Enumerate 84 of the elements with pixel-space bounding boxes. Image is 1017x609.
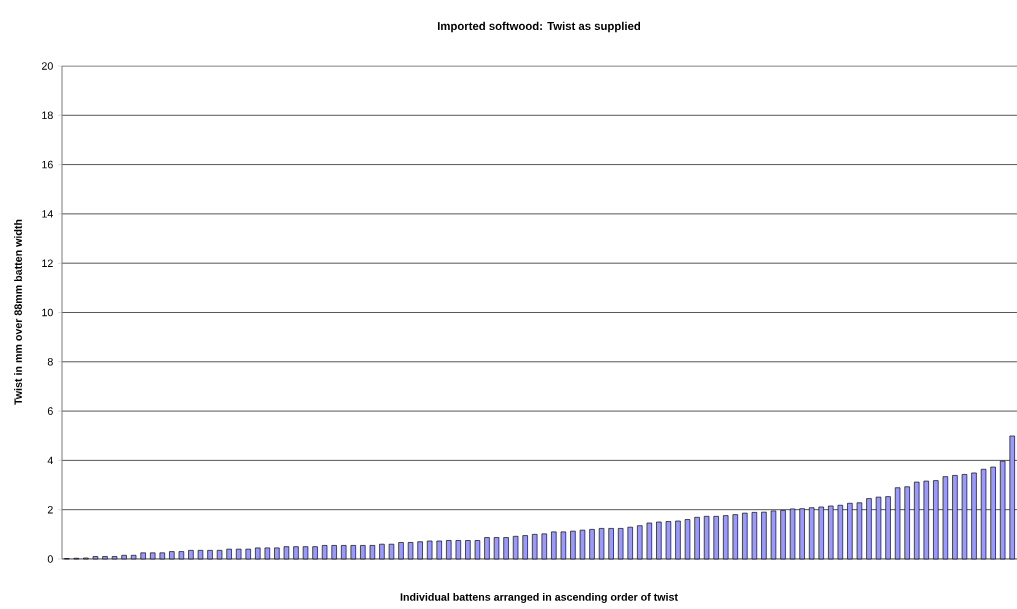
bar (503, 537, 509, 560)
bar (522, 535, 528, 560)
bar (226, 548, 232, 560)
bar (589, 529, 595, 560)
bar (197, 550, 204, 560)
bar (169, 551, 175, 560)
bar (360, 545, 366, 560)
bar (235, 548, 242, 560)
chart-title: Imported softwood: Twist as supplied (437, 21, 641, 33)
bar (379, 543, 385, 560)
bar (255, 547, 261, 560)
bar (732, 514, 738, 560)
bar (665, 521, 672, 560)
bar (493, 537, 500, 560)
y-axis-title: Twist in mm over 88mm batten width (14, 219, 22, 405)
bar (465, 540, 471, 560)
y-tick-label: 12 (42, 259, 53, 267)
bar (417, 541, 423, 560)
bar (694, 516, 700, 560)
y-tick-label: 14 (42, 210, 53, 218)
bar (703, 516, 710, 560)
bar (646, 522, 653, 560)
bar (426, 540, 433, 560)
bar (102, 556, 108, 560)
bar (675, 520, 681, 560)
bar (579, 529, 586, 560)
bar (283, 546, 290, 560)
x-axis-title: Individual battens arranged in ascending order of twist (400, 592, 678, 603)
bar (302, 546, 309, 560)
bar (560, 531, 567, 560)
bar (159, 552, 166, 560)
bar (532, 534, 538, 560)
y-tick-label: 16 (42, 160, 53, 169)
bar (398, 542, 404, 560)
bar (551, 531, 557, 560)
bar (150, 552, 156, 560)
bar (598, 528, 605, 560)
bar (455, 540, 462, 560)
y-tick-label: 10 (42, 308, 53, 317)
bar (341, 545, 347, 560)
bar (130, 554, 137, 560)
y-tick-label: 18 (42, 111, 53, 120)
y-tick-label: 8 (47, 358, 53, 366)
bar (331, 545, 337, 560)
bar (274, 547, 280, 560)
y-tick-label: 0 (47, 555, 53, 563)
bar (188, 550, 194, 560)
bar (312, 546, 318, 560)
bar (512, 535, 519, 560)
bar (446, 540, 452, 560)
bar (178, 551, 185, 560)
bar (121, 554, 127, 560)
bar (474, 540, 481, 560)
bar (388, 543, 395, 560)
bar (617, 528, 624, 560)
y-tick-label: 4 (47, 456, 53, 465)
bar (216, 550, 223, 560)
bar (656, 521, 662, 560)
bar (608, 528, 614, 560)
bar (723, 515, 729, 560)
y-tick-label: 20 (41, 62, 53, 70)
bar (484, 537, 490, 560)
bar (627, 526, 633, 560)
bar (436, 540, 442, 560)
bar (407, 542, 414, 560)
y-tick-label: 2 (47, 505, 53, 514)
bar (350, 545, 357, 560)
bar (742, 512, 748, 560)
bar (245, 548, 251, 560)
bar (111, 556, 118, 560)
bar (92, 556, 99, 560)
y-tick-label: 6 (47, 407, 53, 415)
bar (541, 533, 548, 560)
bar (637, 525, 643, 560)
bar (264, 547, 271, 560)
bar (321, 545, 328, 560)
bar (713, 516, 719, 560)
bar (140, 552, 146, 560)
bar (369, 545, 376, 560)
bar (207, 550, 213, 560)
bar (684, 519, 691, 560)
bar (570, 530, 576, 560)
bar (293, 546, 299, 560)
bar (751, 512, 758, 560)
